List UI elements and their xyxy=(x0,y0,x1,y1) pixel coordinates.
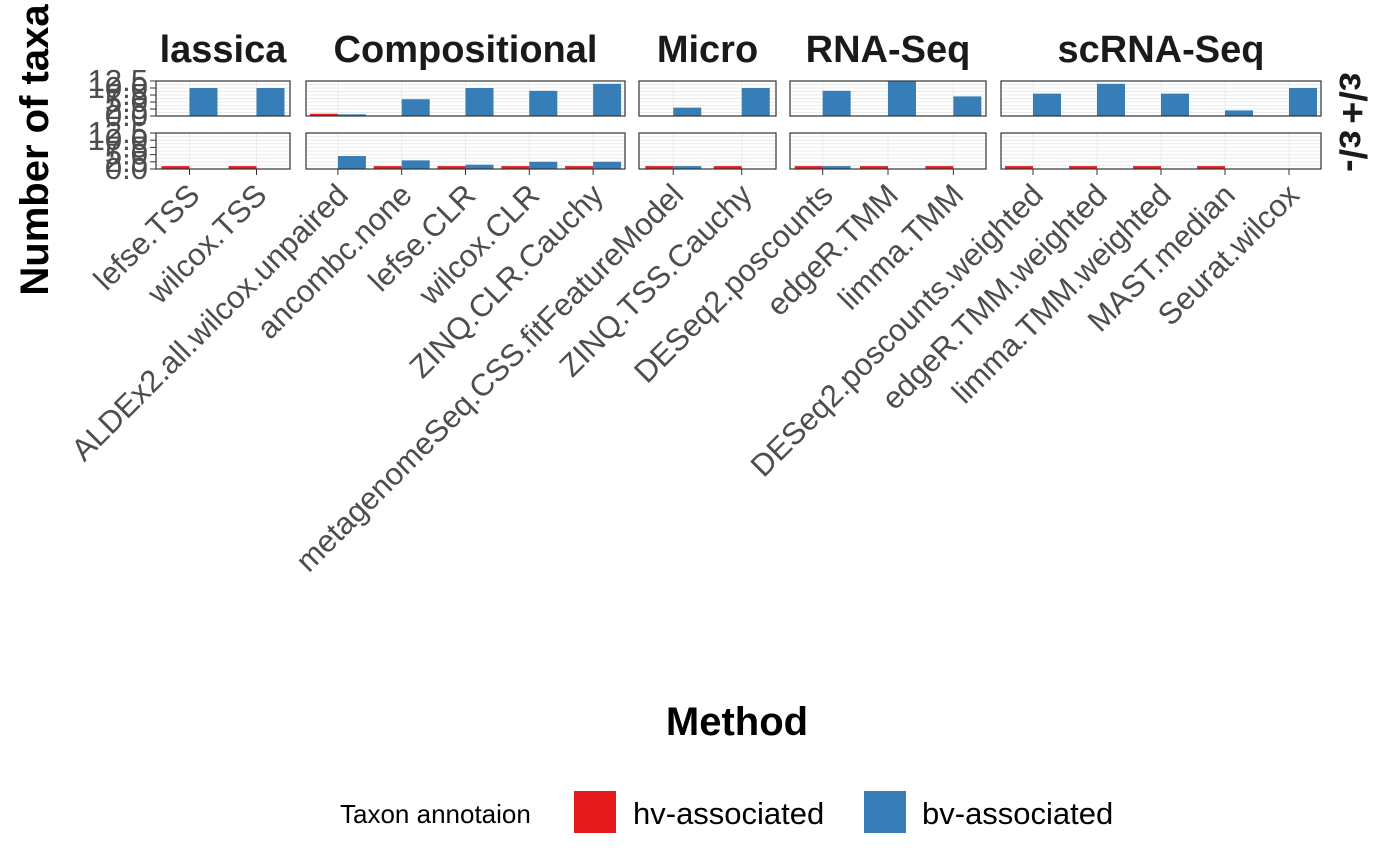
panel xyxy=(789,132,987,170)
bar-bv xyxy=(529,90,558,116)
bar-bv xyxy=(1225,110,1253,116)
panel xyxy=(155,132,291,170)
bar-bv xyxy=(401,99,430,116)
legend-label-bv: bv-associated xyxy=(922,796,1113,831)
bar-hv xyxy=(1133,166,1161,169)
legend-swatch-bv xyxy=(864,791,906,833)
row-strip-label: ɛ/- xyxy=(1331,130,1373,172)
bar-bv xyxy=(888,81,916,116)
panel-strip-label: RNA-Seq xyxy=(806,29,971,71)
bar-hv xyxy=(161,166,190,169)
y-tick-label: 2.5 xyxy=(105,144,148,179)
bar-hv xyxy=(794,166,823,169)
row-strip-labels: ɛ/+ ɛ/- xyxy=(1331,72,1373,172)
bar-bv xyxy=(593,83,622,116)
y-axis: 0.02.55.07.510.012.50.02.55.07.510.012.5 xyxy=(88,63,156,186)
bar-hv xyxy=(501,166,530,169)
legend-label-hv: hv-associated xyxy=(633,796,824,831)
bar-bv xyxy=(337,114,366,116)
y-tick-label: 10.0 xyxy=(88,122,148,157)
panel-border xyxy=(1000,80,1322,117)
bar-hv xyxy=(645,166,674,169)
bar-hv xyxy=(1069,166,1097,169)
panel-strips: lassica Compositional Micro RNA-Seq scRNA-Se… xyxy=(160,29,1265,71)
panel xyxy=(1000,80,1322,117)
y-tick-label: 5.0 xyxy=(105,84,148,119)
bar-bv xyxy=(337,156,366,169)
bar-hv xyxy=(228,166,257,169)
bar-hv xyxy=(860,166,888,169)
bar-hv xyxy=(713,166,742,169)
y-axis-title: Number of taxa xyxy=(13,4,57,296)
y-tick-label: 10.0 xyxy=(88,70,148,105)
legend: Taxon annotaion hv-associated bv-associa… xyxy=(340,791,1113,833)
legend-swatch-hv xyxy=(574,791,616,833)
panel-border xyxy=(789,80,987,117)
panel-border xyxy=(305,80,626,117)
y-tick-label: 2.5 xyxy=(105,91,148,126)
y-tick-label: 7.5 xyxy=(105,129,148,164)
bar-hv xyxy=(437,166,466,169)
x-axis-title: Method xyxy=(666,700,808,744)
y-tick-label: 0.0 xyxy=(105,98,148,133)
panel-border xyxy=(155,132,291,170)
panel-border xyxy=(155,80,291,117)
panel xyxy=(1000,132,1322,170)
bar-bv xyxy=(673,107,702,116)
bar-bv xyxy=(1161,93,1189,116)
bar-hv xyxy=(565,166,594,169)
y-tick-label: 0.0 xyxy=(105,151,148,186)
bar-hv xyxy=(373,166,402,169)
row-strip-label: ɛ/+ xyxy=(1331,72,1373,124)
legend-title: Taxon annotaion xyxy=(340,799,531,829)
y-tick-label: 12.5 xyxy=(88,115,148,150)
panel-strip-label: lassica xyxy=(160,29,288,71)
panel-strip-label: Compositional xyxy=(334,29,598,71)
bar-bv xyxy=(189,88,218,116)
panel xyxy=(305,80,626,117)
bar-bv xyxy=(1289,88,1317,116)
bar-hv xyxy=(309,113,338,116)
bar-bv xyxy=(593,161,622,169)
panel-border xyxy=(638,80,777,117)
bar-bv xyxy=(822,90,851,116)
y-tick-label: 12.5 xyxy=(88,63,148,98)
bar-bv xyxy=(1097,83,1125,116)
panel-border xyxy=(638,132,777,170)
bar-bv xyxy=(673,166,702,169)
bar-hv xyxy=(925,166,954,169)
panel xyxy=(789,80,987,117)
panel xyxy=(155,80,291,117)
panel-strip-label: scRNA-Seq xyxy=(1058,29,1265,71)
panel xyxy=(305,132,626,170)
y-tick-label: 5.0 xyxy=(105,137,148,172)
bar-bv xyxy=(822,166,851,169)
chart-panels xyxy=(155,80,1322,170)
bar-bv xyxy=(1033,93,1061,116)
bar-bv xyxy=(953,96,982,116)
bar-bv xyxy=(256,88,285,116)
panel-strip-label: Micro xyxy=(657,29,758,71)
bar-bv xyxy=(401,160,430,169)
bar-hv xyxy=(1005,166,1033,169)
bar-bv xyxy=(465,164,494,169)
bar-bv xyxy=(529,161,558,169)
panel xyxy=(638,132,777,170)
x-axis-tick-labels: lefse.TSSwilcox.TSSALDEx2.all.wilcox.unp… xyxy=(64,169,1306,578)
bar-hv xyxy=(1197,166,1225,169)
y-tick-label: 7.5 xyxy=(105,77,148,112)
bar-bv xyxy=(465,88,494,116)
bar-bv xyxy=(741,88,770,116)
panel xyxy=(638,80,777,117)
